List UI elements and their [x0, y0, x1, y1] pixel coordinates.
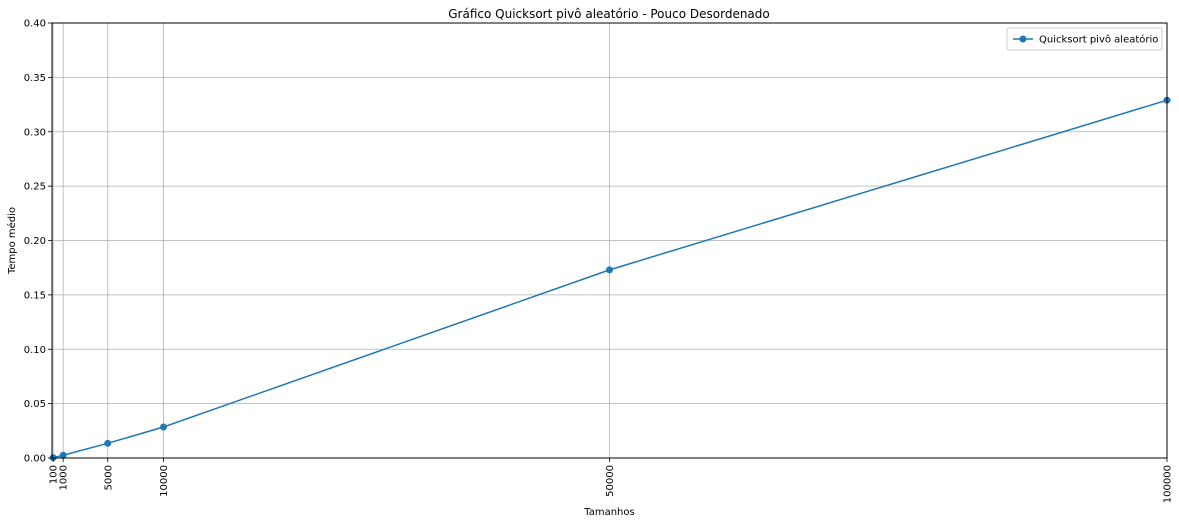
y-tick-label: 0.40 — [24, 19, 46, 30]
x-axis-label: Tamanhos — [583, 507, 634, 518]
legend: Quicksort pivô aleatório — [1006, 27, 1163, 51]
data-point — [160, 423, 167, 431]
grid — [52, 22, 1168, 459]
data-point — [606, 266, 613, 274]
y-tick-label: 0.05 — [24, 399, 46, 410]
chart-title: Gráfico Quicksort pivô aleatório - Pouco… — [448, 7, 770, 21]
x-tick-label: 50000 — [605, 465, 616, 497]
y-axis-label: Tempo médio — [6, 207, 18, 275]
legend-entry-quicksort: Quicksort pivô aleatório — [1039, 34, 1158, 46]
x-tick-label: 100 — [49, 465, 60, 484]
x-tick-label: 100000 — [1163, 465, 1174, 503]
y-tick-label: 0.25 — [24, 182, 46, 193]
y-axis-ticks: 0.00 0.05 0.10 0.15 0.20 0.25 0.30 0.35 0.40 — [24, 19, 52, 465]
x-axis-ticks: 100 1000 5000 10000 50000 100000 — [49, 458, 1174, 503]
legend-box — [1006, 27, 1163, 51]
data-point — [104, 439, 112, 447]
x-tick-label: 5000 — [103, 465, 114, 490]
y-tick-label: 0.35 — [24, 73, 46, 84]
data-point — [59, 451, 67, 459]
y-tick-label: 0.00 — [24, 454, 46, 465]
legend-marker-swatch — [1019, 35, 1027, 43]
y-tick-label: 0.15 — [24, 290, 46, 301]
y-tick-label: 0.20 — [24, 236, 46, 247]
y-tick-label: 0.30 — [24, 127, 46, 138]
y-tick-label: 0.10 — [24, 345, 46, 356]
x-tick-label: 10000 — [159, 465, 170, 497]
x-tick-label: 1000 — [59, 465, 70, 490]
